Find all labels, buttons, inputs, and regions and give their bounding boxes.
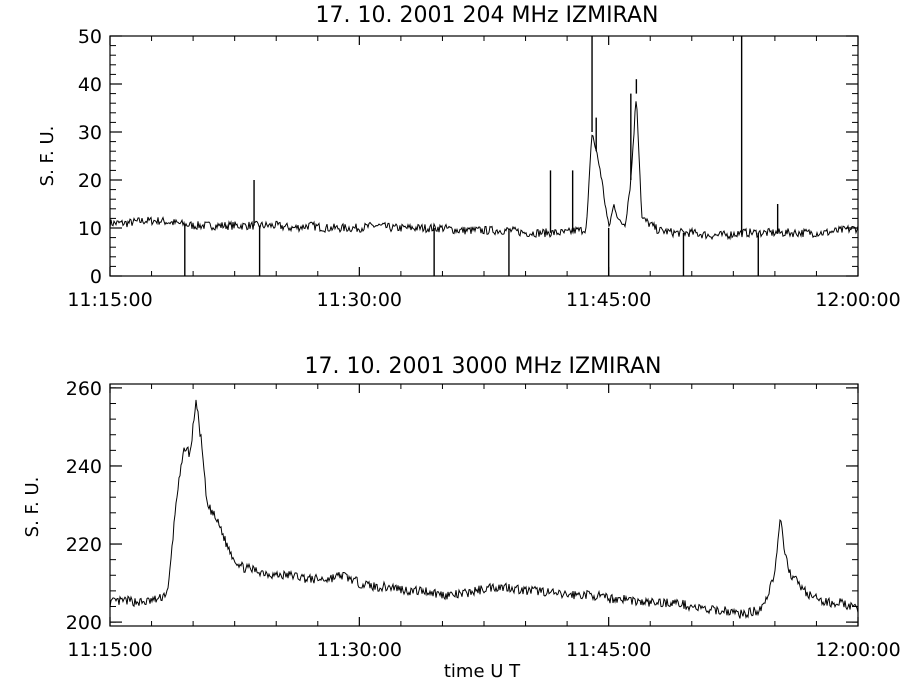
- y-tick-label: 40: [78, 74, 102, 96]
- x-tick-label: 11:30:00: [317, 639, 402, 661]
- x-tick-label: 11:45:00: [566, 289, 651, 311]
- x-tick-label: 11:15:00: [67, 639, 152, 661]
- x-axis-label: time U T: [444, 661, 521, 682]
- x-tick-label: 12:00:00: [815, 289, 900, 311]
- plot-frame: [109, 35, 859, 277]
- y-axis-label: S. F. U.: [37, 126, 58, 187]
- chart-title: 17. 10. 2001 204 MHz IZMIRAN: [316, 3, 659, 28]
- x-tick-labels: 11:15:00 11:30:00 11:45:00 12:00:00: [67, 639, 900, 661]
- plot-frame: [109, 383, 859, 627]
- y-tick-label: 10: [78, 218, 102, 240]
- y-tick-label: 20: [78, 170, 102, 192]
- chart-204mhz: 17. 10. 2001 204 MHz IZMIRAN S. F. U. 01…: [37, 3, 900, 311]
- chart-3000mhz: 17. 10. 2001 3000 MHz IZMIRAN S. F. U. 2…: [22, 354, 900, 682]
- x-tick-label: 12:00:00: [815, 639, 900, 661]
- y-tick-label: 240: [66, 456, 102, 478]
- series-line: [109, 399, 859, 620]
- axis-ticks: [109, 35, 859, 277]
- data-marks: [109, 36, 859, 276]
- data-marks: [109, 399, 859, 620]
- y-tick-label: 30: [78, 122, 102, 144]
- x-tick-labels: 11:15:00 11:30:00 11:45:00 12:00:00: [67, 289, 900, 311]
- y-tick-labels: 0 10 20 30 40 50: [78, 26, 102, 288]
- y-axis-label: S. F. U.: [22, 477, 43, 538]
- series-line: [109, 101, 859, 241]
- y-tick-label: 50: [78, 26, 102, 48]
- y-tick-label: 200: [66, 612, 102, 634]
- y-tick-label: 220: [66, 534, 102, 556]
- axis-ticks: [109, 384, 859, 626]
- x-tick-label: 11:45:00: [566, 639, 651, 661]
- chart-title: 17. 10. 2001 3000 MHz IZMIRAN: [305, 354, 662, 379]
- x-tick-label: 11:15:00: [67, 289, 152, 311]
- y-tick-label: 0: [90, 266, 102, 288]
- y-tick-label: 260: [66, 378, 102, 400]
- y-tick-labels: 200 220 240 260: [66, 378, 102, 634]
- x-tick-label: 11:30:00: [317, 289, 402, 311]
